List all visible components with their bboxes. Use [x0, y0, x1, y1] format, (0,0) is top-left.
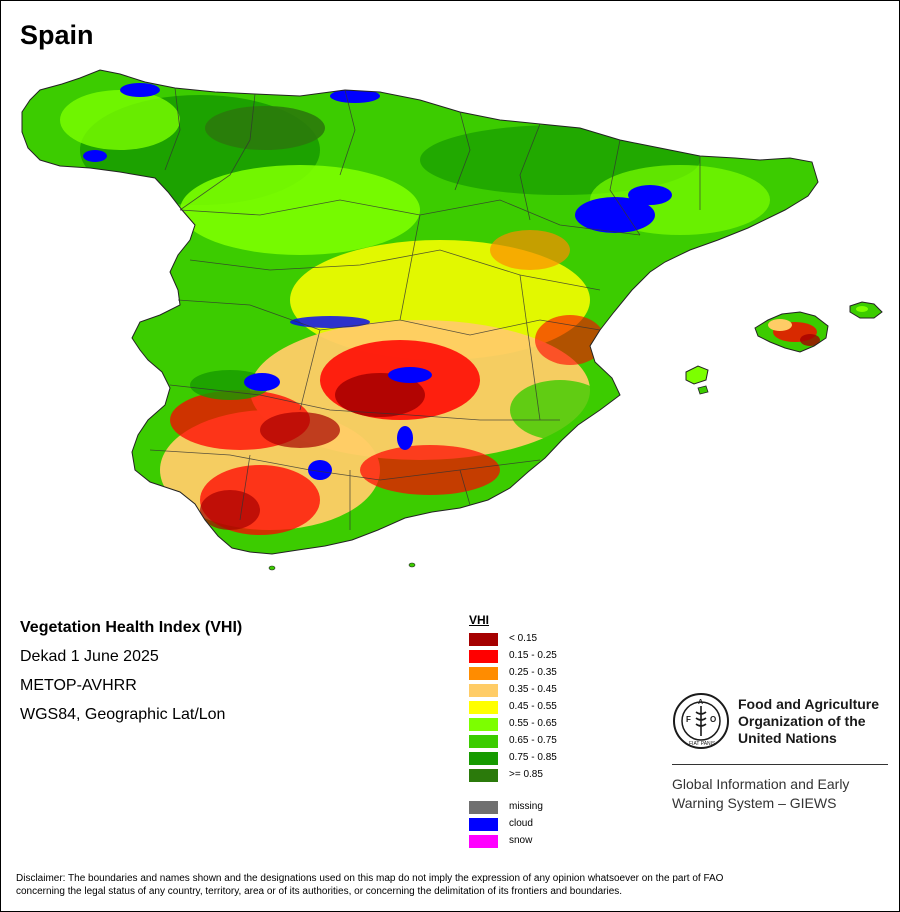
legend-gap [469, 785, 489, 800]
projection-label: WGS84, Geographic Lat/Lon [20, 706, 226, 723]
legend-label: cloud [509, 818, 533, 829]
legend-swatch [469, 735, 498, 748]
legend-swatch [469, 633, 498, 646]
legend-swatch [469, 752, 498, 765]
fao-logo-letter-a: A [698, 699, 703, 706]
giews-line: Warning System – GIEWS [672, 795, 837, 811]
disclaimer-line: Disclaimer: The boundaries and names sho… [16, 873, 724, 884]
sensor-label: METOP-AVHRR [20, 677, 137, 694]
legend-label: 0.15 - 0.25 [509, 650, 557, 661]
legend-label: 0.75 - 0.85 [509, 752, 557, 763]
legend-label: missing [509, 801, 543, 812]
legend-item: 0.75 - 0.85 [469, 751, 557, 768]
legend-swatch [469, 769, 498, 782]
org-name-line: Organization of the [738, 713, 866, 729]
legend-classes: < 0.15 0.15 - 0.25 0.25 - 0.35 0.35 - 0.45 0… [469, 632, 557, 785]
giews-line: Global Information and Early [672, 776, 850, 792]
legend-label: 0.45 - 0.55 [509, 701, 557, 712]
legend-item: 0.15 - 0.25 [469, 649, 557, 666]
legend-item: 0.45 - 0.55 [469, 700, 557, 717]
legend-item: cloud [469, 817, 533, 834]
legend-item: 0.55 - 0.65 [469, 717, 557, 734]
legend-item: 0.65 - 0.75 [469, 734, 557, 751]
legend-swatch [469, 835, 498, 848]
legend-item: < 0.15 [469, 632, 537, 649]
org-name-line: Food and Agriculture [738, 696, 880, 712]
fao-logo-letter-o: O [710, 715, 716, 724]
mainland-raster [22, 70, 818, 554]
legend-item: 0.35 - 0.45 [469, 683, 557, 700]
mainland-outline [21, 69, 819, 555]
period-label: Dekad 1 June 2025 [20, 648, 159, 665]
divider [672, 764, 888, 765]
vhi-map [21, 69, 883, 571]
legend-swatch [469, 718, 498, 731]
legend-label: snow [509, 835, 533, 846]
disclaimer-line: concerning the legal status of any count… [16, 886, 623, 897]
legend-item: missing [469, 800, 543, 817]
legend-item: >= 0.85 [469, 768, 543, 785]
org-name: Food and Agriculture Organization of the… [738, 696, 888, 747]
legend-item: snow [469, 834, 532, 851]
legend-swatch [469, 667, 498, 680]
legend-label: >= 0.85 [509, 769, 543, 780]
legend-title: VHI [469, 613, 490, 627]
legend-item: 0.25 - 0.35 [469, 666, 557, 683]
legend-extra: missing cloud snow [469, 800, 543, 851]
legend: VHI < 0.15 0.15 - 0.25 0.25 - 0.35 0.35 - 0… [469, 613, 557, 851]
index-name: Vegetation Health Index (VHI) [20, 619, 243, 636]
fao-logo-motto: FIAT PANIS [689, 741, 716, 747]
disclaimer: Disclaimer: The boundaries and names sho… [16, 872, 884, 898]
legend-label: 0.55 - 0.65 [509, 718, 557, 729]
fao-logo-letter-f: F [686, 715, 691, 724]
legend-label: 0.25 - 0.35 [509, 667, 557, 678]
legend-label: < 0.15 [509, 633, 538, 644]
legend-label: 0.35 - 0.45 [509, 684, 557, 695]
map-info: Vegetation Health Index (VHI) Dekad 1 Ju… [20, 618, 242, 734]
giews-label: Global Information and Early Warning Sys… [672, 775, 888, 813]
legend-swatch [469, 701, 498, 714]
legend-label: 0.65 - 0.75 [509, 735, 557, 746]
legend-swatch [469, 684, 498, 697]
org-name-line: United Nations [738, 730, 837, 746]
map-title: Spain [20, 20, 94, 50]
legend-swatch [469, 650, 498, 663]
legend-swatch [469, 801, 498, 814]
legend-swatch [469, 818, 498, 831]
admin-boundaries [149, 87, 701, 530]
fao-logo-icon: F O A FIAT PANIS [673, 693, 729, 749]
